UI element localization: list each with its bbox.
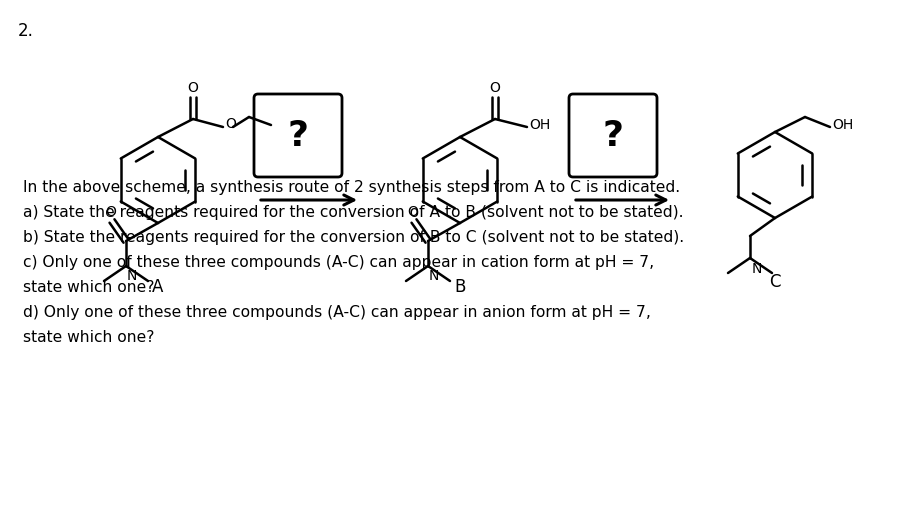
Text: B: B	[454, 278, 466, 296]
Text: OH: OH	[832, 118, 853, 132]
Text: ?: ?	[602, 118, 623, 152]
Text: b) State the reagents required for the conversion of B to C (solvent not to be s: b) State the reagents required for the c…	[23, 230, 684, 245]
Text: state which one?: state which one?	[23, 280, 154, 295]
Text: O: O	[106, 205, 117, 219]
Text: O: O	[225, 117, 236, 131]
Text: O: O	[408, 205, 419, 219]
FancyBboxPatch shape	[569, 94, 657, 177]
Text: state which one?: state which one?	[23, 330, 154, 346]
Text: A: A	[152, 278, 164, 296]
Text: N: N	[429, 269, 439, 283]
FancyBboxPatch shape	[254, 94, 342, 177]
Text: C: C	[769, 273, 781, 291]
Text: In the above scheme, a synthesis route of 2 synthesis steps from A to C is indic: In the above scheme, a synthesis route o…	[23, 180, 680, 195]
Text: c) Only one of these three compounds (A-C) can appear in cation form at pH = 7,: c) Only one of these three compounds (A-…	[23, 255, 654, 270]
Text: N: N	[752, 262, 762, 276]
Text: a) State the reagents required for the conversion of A to B (solvent not to be s: a) State the reagents required for the c…	[23, 205, 683, 220]
Text: ?: ?	[287, 118, 309, 152]
Text: O: O	[489, 81, 500, 95]
Text: O: O	[188, 81, 198, 95]
Text: 2.: 2.	[18, 22, 34, 40]
Text: N: N	[127, 269, 138, 283]
Text: d) Only one of these three compounds (A-C) can appear in anion form at pH = 7,: d) Only one of these three compounds (A-…	[23, 305, 651, 321]
Text: OH: OH	[529, 118, 550, 132]
